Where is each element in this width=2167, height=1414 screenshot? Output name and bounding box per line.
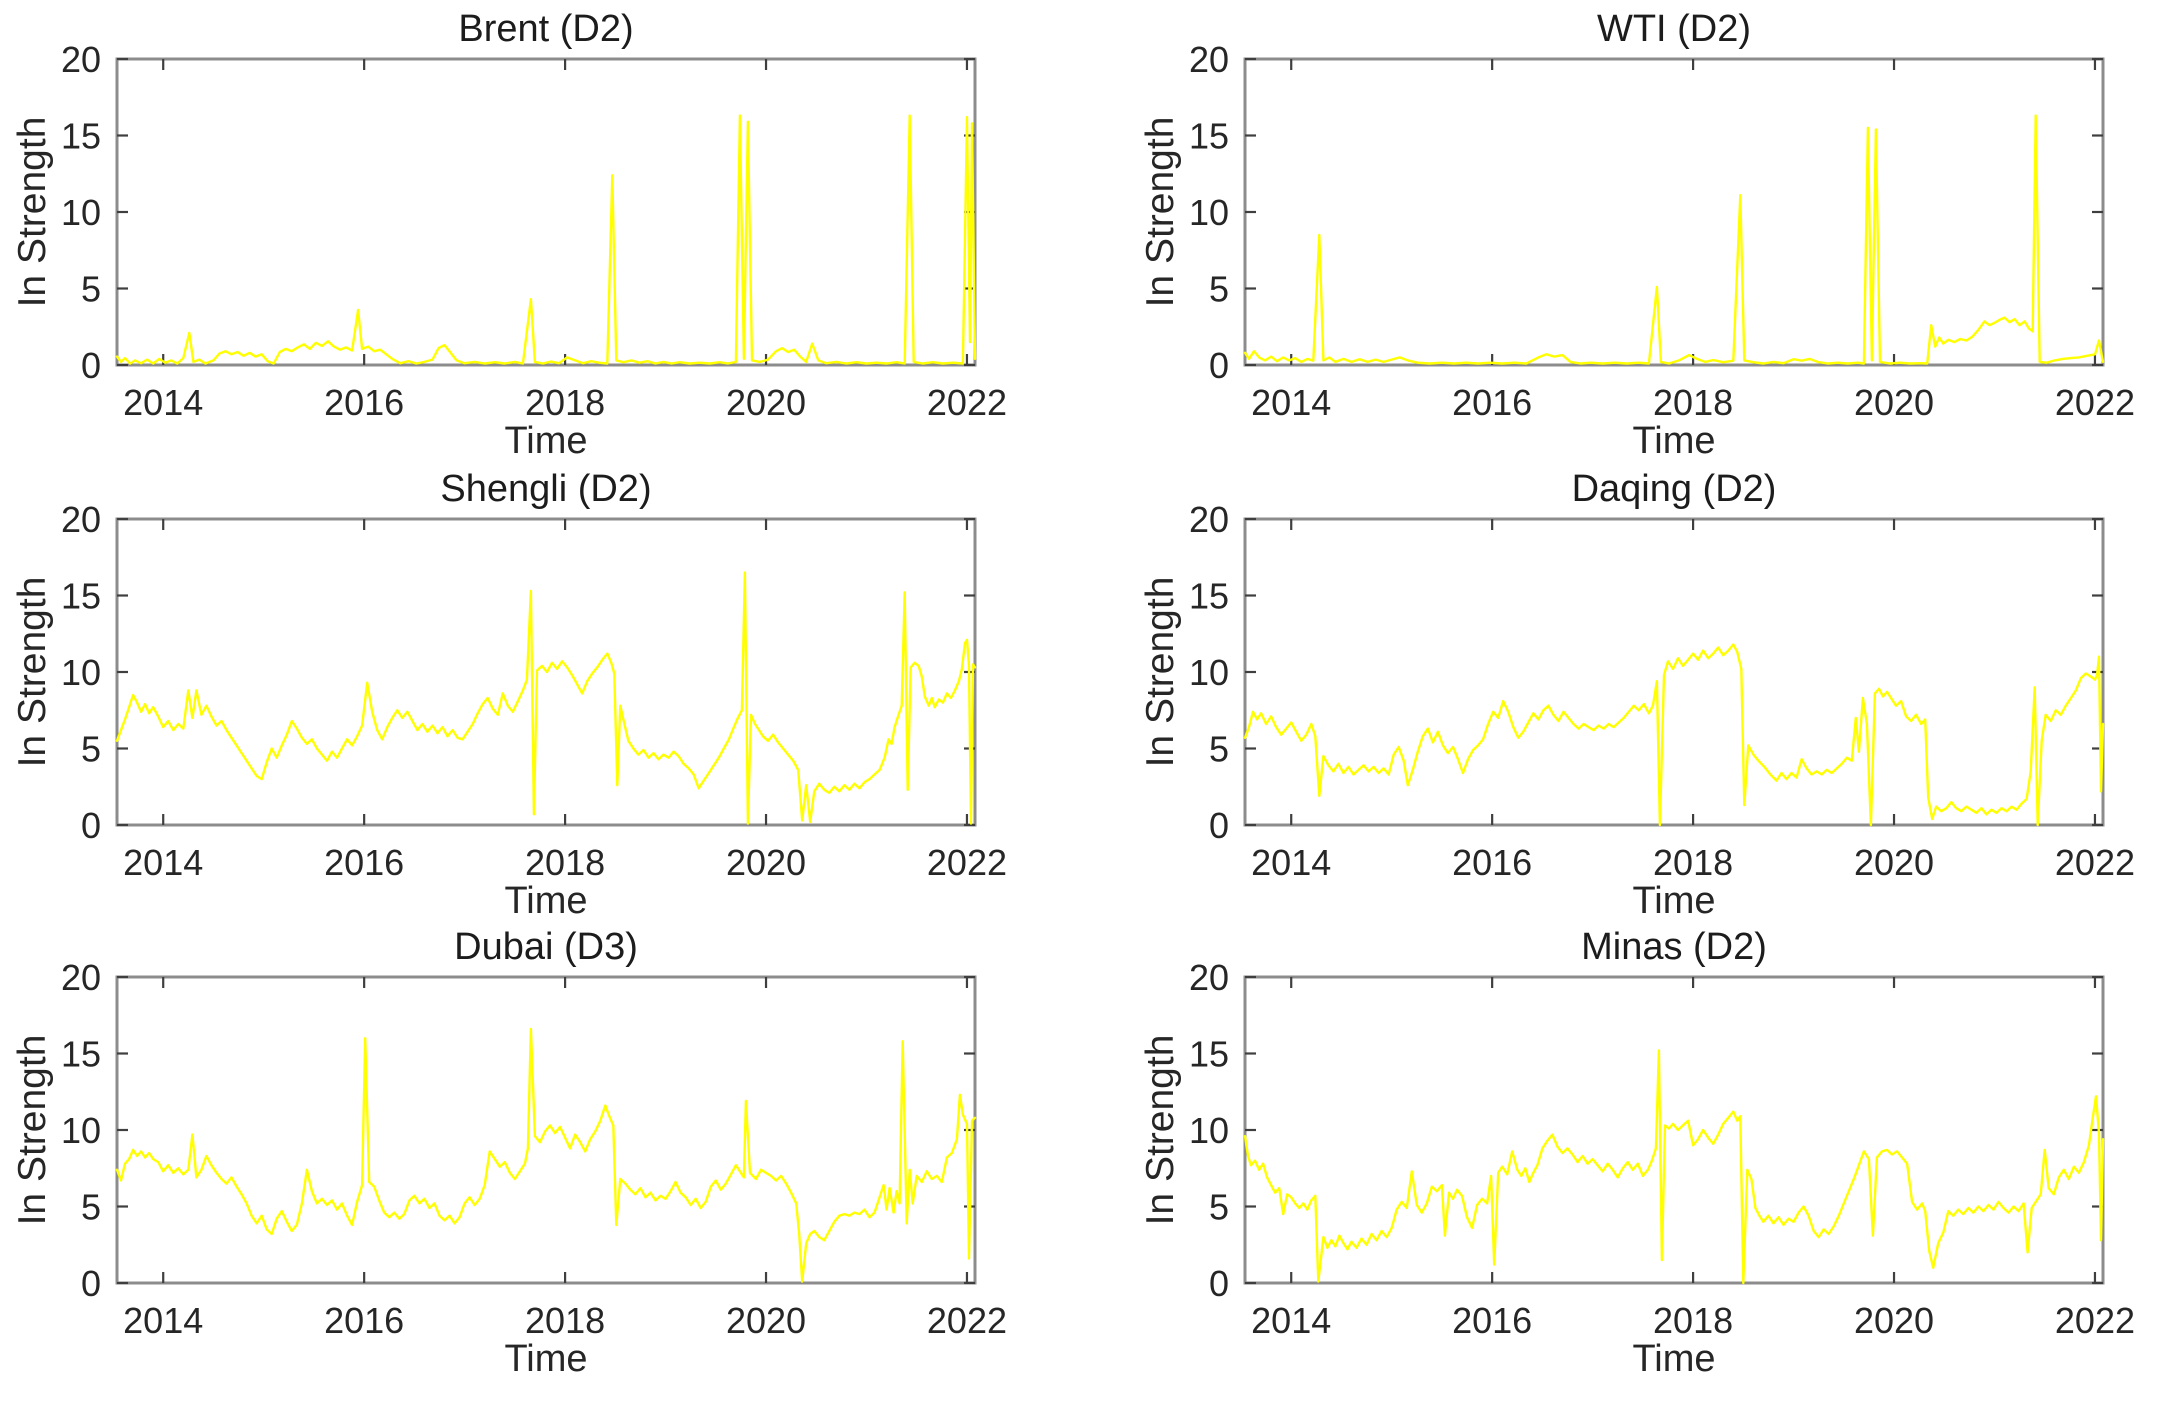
svg-text:2020: 2020 [726,1300,806,1341]
svg-text:2016: 2016 [1452,842,1532,883]
svg-text:0: 0 [81,1263,101,1304]
svg-text:2016: 2016 [324,1300,404,1341]
x-axis-label: Time [504,880,588,922]
svg-text:2014: 2014 [1251,1300,1331,1341]
plot-area-shengli: 2014 2016 2018 2020 2022 0 5 10 15 20 [61,499,1007,883]
svg-text:20: 20 [1189,957,1229,998]
svg-text:2020: 2020 [1854,1300,1934,1341]
plot-area-wti: 2014 2016 2018 2020 2022 0 5 10 15 20 [1189,39,2135,423]
svg-text:2018: 2018 [1653,382,1733,423]
svg-text:2022: 2022 [2055,842,2135,883]
svg-text:2020: 2020 [726,382,806,423]
svg-text:2022: 2022 [927,842,1007,883]
svg-text:2016: 2016 [1452,382,1532,423]
subplot-minas: Minas (D2) In Strength 2014 2016 2018 2020 2… [1139,926,2135,1379]
plot-area-daqing: 2014 2016 2018 2020 2022 0 5 10 15 20 [1189,499,2135,883]
svg-text:10: 10 [1189,192,1229,233]
svg-text:10: 10 [61,652,101,693]
subplot-wti: WTI (D2) In Strength 2014 2016 2018 2020 202… [1139,8,2135,461]
svg-text:5: 5 [1209,729,1229,770]
svg-text:15: 15 [1189,1034,1229,1075]
svg-text:10: 10 [61,1110,101,1151]
x-axis-label: Time [1632,1338,1716,1380]
svg-text:2016: 2016 [324,842,404,883]
chart-title-shengli: Shengli (D2) [440,468,652,510]
svg-text:2022: 2022 [2055,1300,2135,1341]
svg-text:0: 0 [81,805,101,846]
svg-text:2014: 2014 [1251,842,1331,883]
chart-title-minas: Minas (D2) [1581,926,1767,968]
svg-text:2022: 2022 [2055,382,2135,423]
svg-text:15: 15 [61,116,101,157]
svg-text:2016: 2016 [1452,1300,1532,1341]
svg-text:2014: 2014 [123,382,203,423]
x-axis-label: Time [504,1338,588,1380]
svg-text:2016: 2016 [324,382,404,423]
plot-area-minas: 2014 2016 2018 2020 2022 0 5 10 15 20 [1189,957,2135,1341]
svg-text:20: 20 [1189,499,1229,540]
svg-text:20: 20 [61,499,101,540]
svg-text:2020: 2020 [1854,842,1934,883]
subplot-brent: Brent (D2) In Strength 2014 2016 2018 2020 2… [11,8,1007,461]
svg-text:10: 10 [1189,652,1229,693]
svg-text:15: 15 [61,576,101,617]
svg-text:5: 5 [81,729,101,770]
x-axis-label: Time [504,420,588,462]
svg-text:2018: 2018 [1653,842,1733,883]
svg-text:15: 15 [1189,576,1229,617]
plot-area-dubai: 2014 2016 2018 2020 2022 0 5 10 15 20 [61,957,1007,1341]
subplot-dubai: Dubai (D3) In Strength 2014 2016 2018 2020 2… [11,926,1007,1379]
svg-text:5: 5 [81,269,101,310]
svg-text:10: 10 [61,192,101,233]
plot-area-brent: 2014 2016 2018 2020 2022 0 5 10 15 20 [61,39,1007,423]
subplot-daqing: Daqing (D2) In Strength 2014 2016 2018 2020… [1139,468,2135,921]
svg-text:2018: 2018 [525,1300,605,1341]
svg-text:15: 15 [61,1034,101,1075]
svg-text:2020: 2020 [726,842,806,883]
svg-text:2014: 2014 [123,1300,203,1341]
svg-text:2022: 2022 [927,1300,1007,1341]
svg-text:2014: 2014 [1251,382,1331,423]
svg-text:2018: 2018 [525,382,605,423]
chart-title-dubai: Dubai (D3) [454,926,638,968]
chart-title-wti: WTI (D2) [1596,8,1752,50]
svg-text:20: 20 [61,39,101,80]
svg-text:5: 5 [1209,269,1229,310]
chart-title-brent: Brent (D2) [458,8,634,50]
subplot-shengli: Shengli (D2) In Strength 2014 2016 2018 202… [11,468,1007,921]
svg-text:20: 20 [1189,39,1229,80]
svg-text:2022: 2022 [927,382,1007,423]
svg-text:15: 15 [1189,116,1229,157]
svg-text:0: 0 [1209,1263,1229,1304]
x-axis-label: Time [1632,420,1716,462]
svg-text:5: 5 [81,1187,101,1228]
svg-text:2020: 2020 [1854,382,1934,423]
svg-text:2018: 2018 [525,842,605,883]
svg-text:10: 10 [1189,1110,1229,1151]
svg-text:5: 5 [1209,1187,1229,1228]
svg-text:0: 0 [1209,345,1229,386]
svg-text:20: 20 [61,957,101,998]
x-axis-label: Time [1632,880,1716,922]
svg-text:2018: 2018 [1653,1300,1733,1341]
svg-text:0: 0 [81,345,101,386]
svg-text:0: 0 [1209,805,1229,846]
svg-text:2014: 2014 [123,842,203,883]
chart-title-daqing: Daqing (D2) [1571,468,1777,510]
